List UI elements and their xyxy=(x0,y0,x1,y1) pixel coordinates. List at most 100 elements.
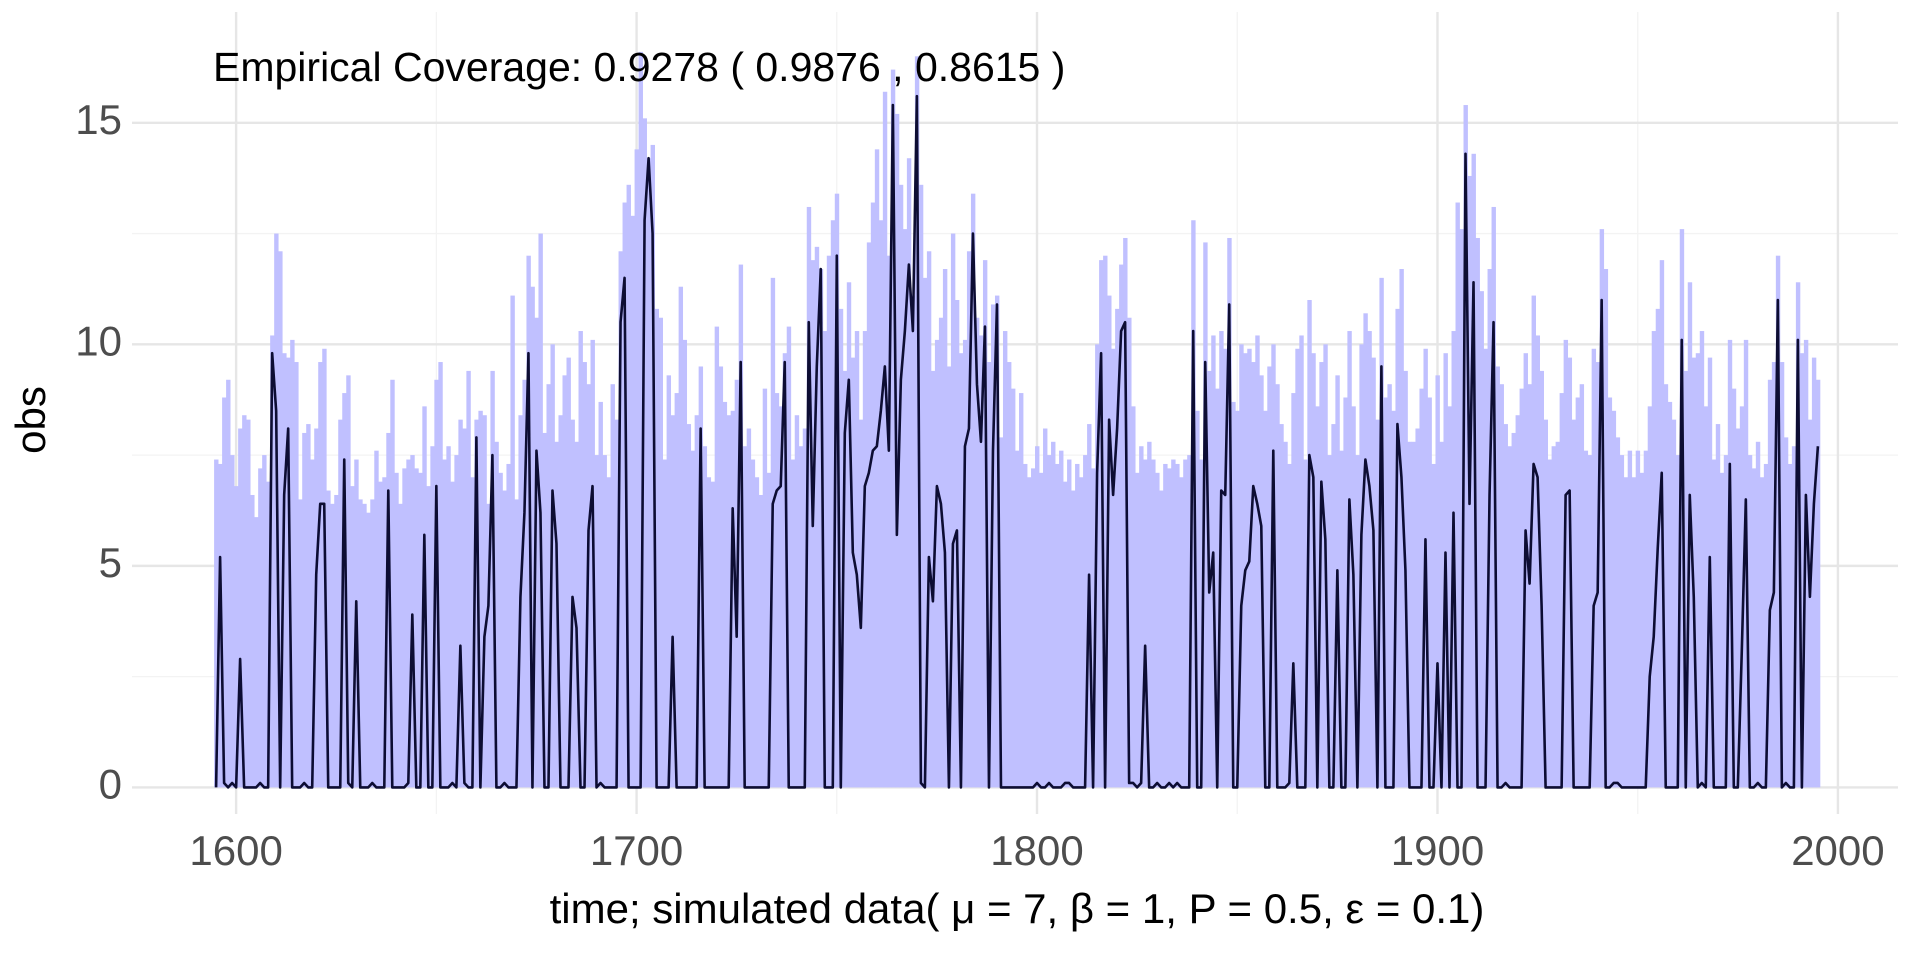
interval-bar xyxy=(290,339,295,788)
interval-bar xyxy=(1175,463,1180,788)
interval-bar xyxy=(582,362,587,788)
interval-bar xyxy=(1247,348,1252,788)
interval-bar xyxy=(1051,441,1056,788)
interval-bar xyxy=(1811,357,1817,788)
interval-bar xyxy=(558,415,563,788)
interval-bar xyxy=(390,379,395,788)
interval-bar xyxy=(1791,446,1797,788)
interval-bar xyxy=(242,415,247,788)
y-axis-title: obs xyxy=(7,386,54,454)
interval-bar xyxy=(1747,455,1753,788)
interval-bar xyxy=(866,242,872,788)
interval-bar xyxy=(370,499,375,788)
interval-bar xyxy=(418,472,423,788)
interval-bar xyxy=(254,517,259,788)
interval-bar xyxy=(1387,384,1392,788)
interval-bar xyxy=(1171,459,1176,788)
interval-bar xyxy=(1043,428,1048,788)
interval-bar xyxy=(610,384,615,788)
interval-bar xyxy=(1151,459,1156,788)
interval-bar xyxy=(214,459,219,788)
interval-bar xyxy=(666,375,672,788)
interval-bar xyxy=(910,295,916,788)
interval-bar xyxy=(902,229,908,788)
interval-bar xyxy=(326,490,331,788)
interval-bar xyxy=(1067,459,1072,788)
interval-bar xyxy=(278,251,283,788)
interval-bar xyxy=(1223,348,1228,788)
interval-bar xyxy=(798,446,804,788)
interval-bar xyxy=(238,428,243,788)
interval-bar xyxy=(694,415,700,788)
interval-bar xyxy=(1615,437,1621,788)
y-tick-label: 5 xyxy=(99,539,122,586)
interval-bar xyxy=(454,455,459,788)
interval-bar xyxy=(310,459,315,788)
interval-bar xyxy=(574,441,579,788)
interval-bar xyxy=(1627,450,1633,788)
interval-bar xyxy=(1543,419,1549,788)
interval-bar xyxy=(1363,313,1368,788)
interval-bar xyxy=(1643,450,1649,788)
interval-bar xyxy=(1031,468,1036,788)
tick-labels: 0 5 10 15 1600 1700 1800 1900 2000 xyxy=(75,96,1884,874)
interval-bar xyxy=(1583,450,1589,788)
interval-bar xyxy=(1391,410,1396,788)
interval-bar xyxy=(386,432,391,788)
interval-bar xyxy=(1767,379,1773,788)
interval-bar xyxy=(1527,384,1532,788)
interval-bar xyxy=(1023,463,1028,788)
interval-bar xyxy=(1251,362,1256,788)
interval-bar xyxy=(462,428,467,788)
interval-bar xyxy=(1495,366,1500,788)
interval-bar xyxy=(1019,393,1024,788)
interval-bar xyxy=(874,149,880,788)
interval-bar xyxy=(1503,424,1508,788)
interval-bar xyxy=(522,379,527,788)
interval-bar xyxy=(1099,260,1104,788)
interval-bar xyxy=(950,233,956,788)
interval-bar xyxy=(1239,344,1244,788)
interval-bar xyxy=(1063,481,1068,788)
interval-bar xyxy=(1131,406,1136,788)
interval-bar xyxy=(986,362,992,788)
interval-bar xyxy=(1507,446,1512,788)
interval-bar xyxy=(1775,255,1781,788)
interval-bar xyxy=(302,432,307,788)
interval-bar xyxy=(1315,406,1320,788)
interval-bar xyxy=(530,286,535,788)
interval-bar xyxy=(382,477,387,788)
interval-bar xyxy=(606,477,611,788)
interval-bar xyxy=(1159,490,1164,788)
interval-bar xyxy=(1459,229,1464,788)
interval-bar xyxy=(1483,348,1488,788)
interval-bar xyxy=(602,455,607,788)
interval-bar xyxy=(514,499,519,788)
interval-bar xyxy=(1203,242,1208,788)
interval-bar xyxy=(1107,295,1112,788)
interval-bar xyxy=(1475,237,1480,788)
annotation: Empirical Coverage: 0.9278 ( 0.9876 , 0.… xyxy=(213,44,1065,90)
interval-bar xyxy=(1607,397,1613,788)
y-tick-label: 15 xyxy=(75,96,122,143)
interval-bar xyxy=(998,437,1004,788)
interval-bar xyxy=(942,268,948,788)
interval-bar xyxy=(1683,370,1689,788)
interval-bar xyxy=(1167,468,1172,788)
interval-bar xyxy=(394,472,399,788)
y-tick-label: 0 xyxy=(99,761,122,808)
interval-bar xyxy=(378,481,383,788)
interval-bar xyxy=(1447,406,1452,788)
interval-bar xyxy=(430,446,435,788)
interval-bar xyxy=(1235,410,1240,788)
interval-bar xyxy=(1499,384,1504,788)
interval-bar xyxy=(730,410,736,788)
interval-bar xyxy=(1275,384,1280,788)
interval-bar xyxy=(1671,419,1677,788)
interval-bar xyxy=(842,370,848,788)
interval-bar xyxy=(414,468,419,788)
x-tick-label: 1600 xyxy=(189,827,282,874)
interval-bar xyxy=(286,357,291,788)
interval-bar xyxy=(1787,463,1793,788)
